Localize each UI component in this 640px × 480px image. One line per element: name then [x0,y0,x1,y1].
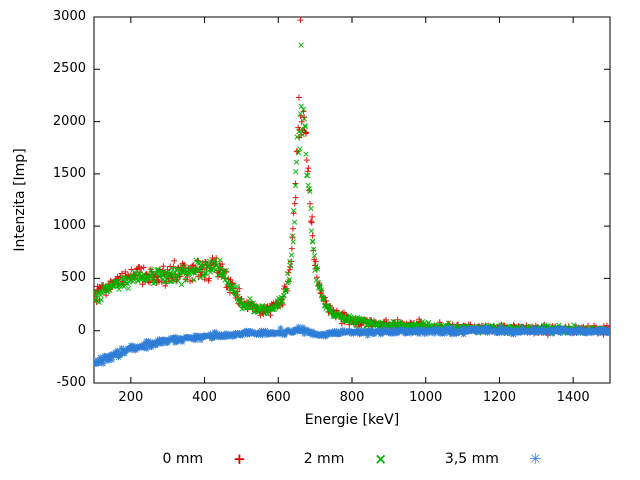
y-axis-title: Intenzita [Imp] [12,148,28,252]
cross-marker-icon: × [374,449,387,468]
legend-item-2mm: 2 mm × [304,451,387,467]
x-axis-title: Energie [keV] [304,412,400,428]
legend-label-3-5mm: 3,5 mm [444,451,499,467]
legend-label-0mm: 0 mm [162,451,204,467]
legend-item-0mm: 0 mm + [162,451,245,467]
legend-label-2mm: 2 mm [303,451,345,467]
plus-marker-icon: + [233,449,246,468]
asterisk-marker-icon: ✳ [528,449,542,468]
legend: 0 mm + 2 mm × 3,5 mm ✳ [94,451,610,467]
legend-item-3-5mm: 3,5 mm ✳ [445,451,542,467]
